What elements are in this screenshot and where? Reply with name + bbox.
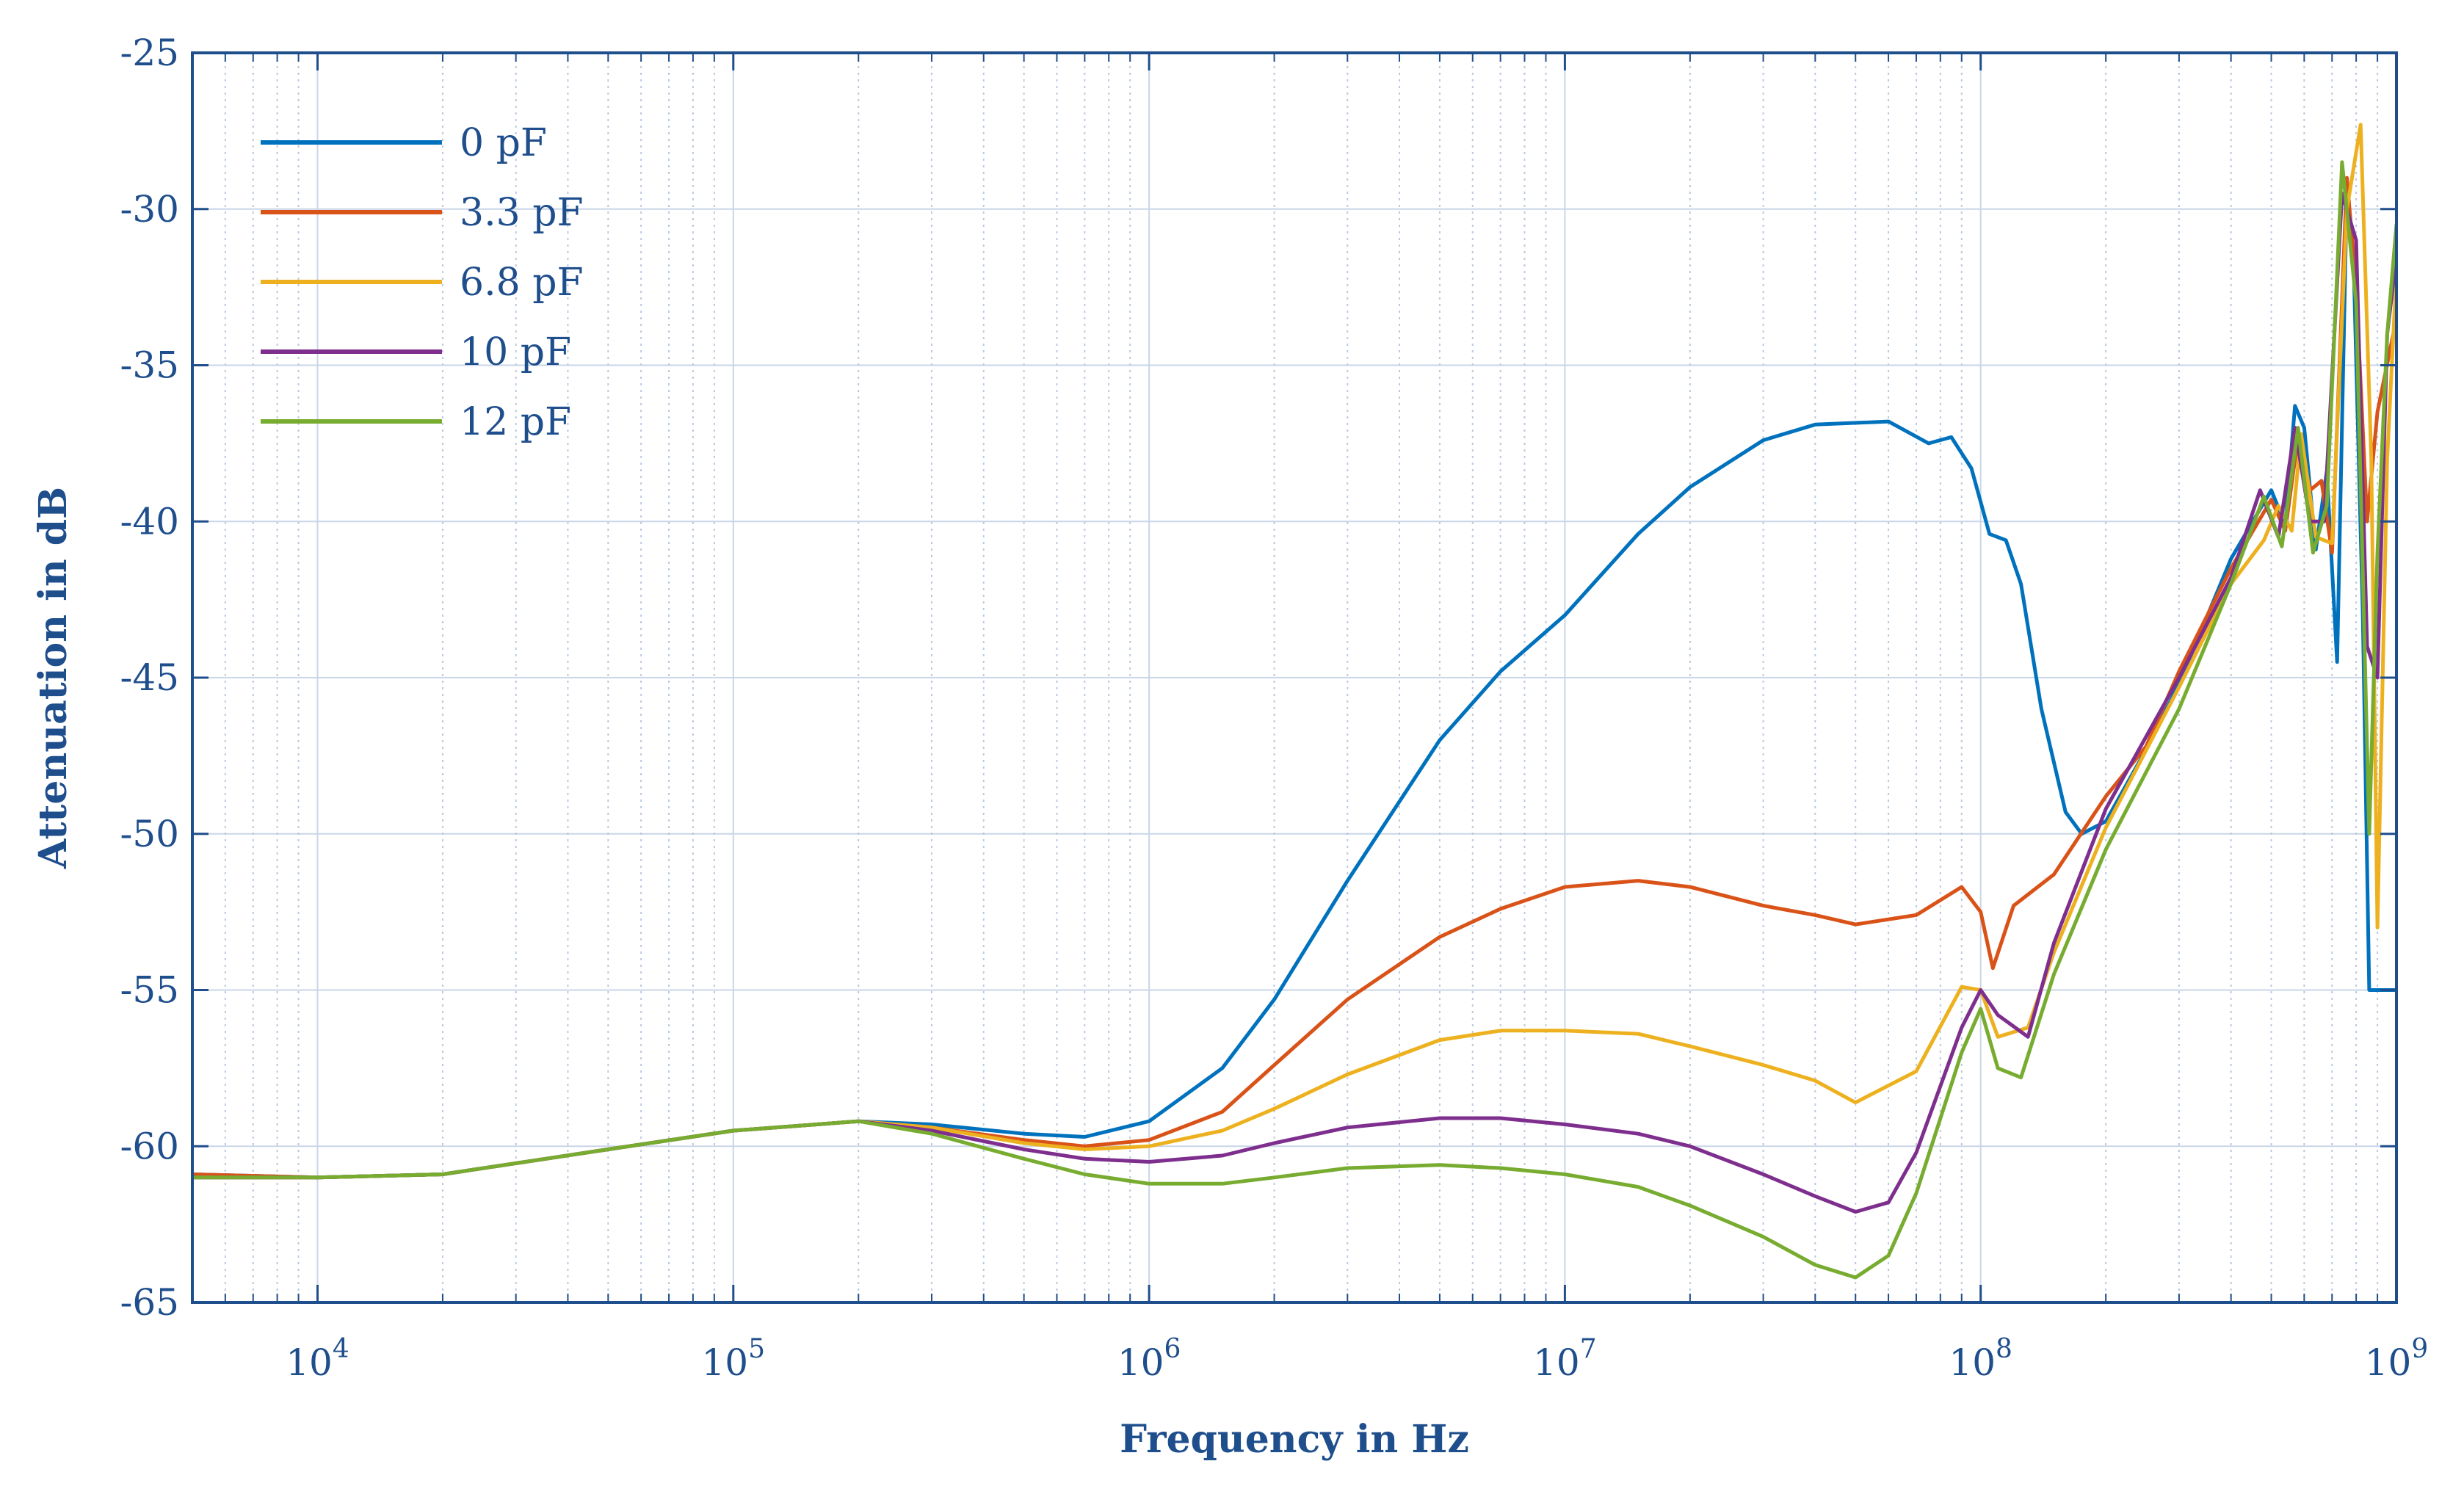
y-tick-label: -50 [120, 813, 179, 855]
legend-label: 6.8 pF [460, 261, 584, 305]
x-tick-label-exponent: 8 [1996, 1334, 2012, 1364]
y-tick-label: -45 [120, 656, 179, 699]
x-tick-label-base: 10 [286, 1341, 333, 1384]
x-tick-label-exponent: 9 [2411, 1334, 2428, 1364]
x-tick-label-exponent: 6 [1164, 1334, 1181, 1364]
y-tick-label: -35 [120, 344, 179, 387]
y-tick-label: -60 [120, 1125, 179, 1167]
legend: 0 pF 3.3 pF 6.8 pF 10 pF 12 pF [261, 121, 584, 444]
x-tick-label: 104 [286, 1334, 349, 1384]
y-tick-label: -55 [120, 969, 179, 1012]
x-axis-title: Frequency in Hz [1120, 1417, 1469, 1462]
x-tick-label-base: 10 [1117, 1341, 1164, 1384]
x-tick-labels: 104 105 106 107 108 109 [286, 1334, 2428, 1384]
x-tick-label-exponent: 7 [1580, 1334, 1597, 1364]
legend-label: 0 pF [460, 121, 547, 165]
y-axis-title: Attenuation in dB [31, 487, 76, 869]
x-tick-label-base: 10 [2365, 1341, 2412, 1384]
y-tick-label: -25 [120, 32, 179, 74]
x-tick-label: 108 [1949, 1334, 2012, 1384]
series-line-3-3-pf [192, 175, 2396, 1180]
series-line-10-pf [192, 192, 2396, 1214]
axis-ticks [192, 51, 2398, 1304]
y-tick-label: -40 [120, 500, 179, 543]
grid-lines [192, 52, 2397, 1303]
series-line-12-pf [192, 160, 2396, 1280]
x-tick-label: 106 [1117, 1334, 1181, 1384]
series-lines [192, 123, 2396, 1280]
x-tick-label-base: 10 [702, 1341, 749, 1384]
x-tick-label-exponent: 4 [333, 1334, 349, 1364]
y-tick-labels: -25 -30 -35 -40 -45 -50 -55 -60 -65 [120, 32, 179, 1324]
legend-label: 10 pF [460, 330, 571, 374]
x-tick-label: 105 [702, 1334, 766, 1384]
y-tick-label: -30 [120, 188, 179, 231]
x-tick-label: 109 [2365, 1334, 2429, 1384]
x-tick-label-base: 10 [1533, 1341, 1580, 1384]
legend-label: 12 pF [460, 400, 571, 444]
x-tick-label-exponent: 5 [748, 1334, 765, 1364]
legend-label: 3.3 pF [460, 191, 584, 235]
y-tick-label: -65 [120, 1281, 179, 1324]
x-tick-label-base: 10 [1949, 1341, 1996, 1384]
x-tick-label: 107 [1533, 1334, 1597, 1384]
